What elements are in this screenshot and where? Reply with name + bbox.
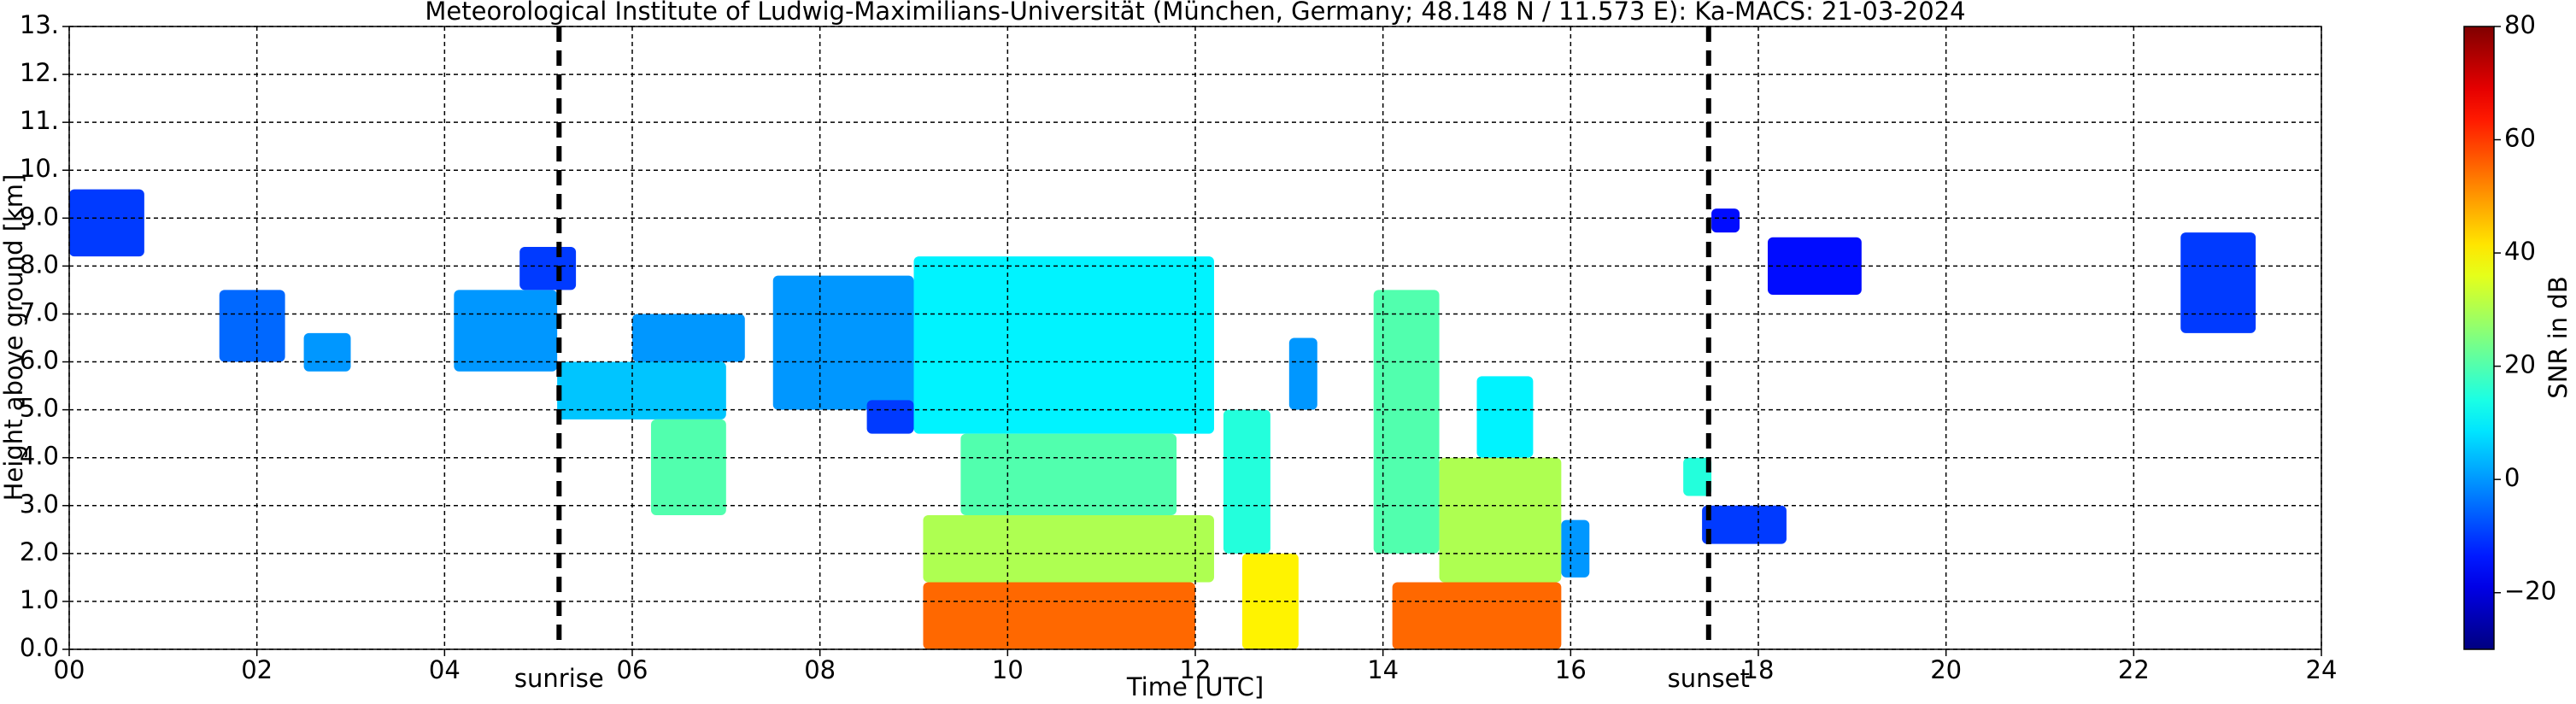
x-axis-label: Time [UTC] <box>1126 672 1264 701</box>
y-tick-label: 9.0 <box>20 202 59 231</box>
y-tick-label: 10. <box>20 154 59 183</box>
colorbar-tick-label: 40 <box>2504 237 2536 266</box>
y-tick-label: 5.0 <box>20 394 59 423</box>
x-tick-label: 04 <box>429 655 461 684</box>
y-tick-label: 8.0 <box>20 249 59 279</box>
echo-cell <box>1767 237 1862 296</box>
echo-cell <box>1561 519 1590 578</box>
echo-cell <box>69 189 144 257</box>
x-tick-label: 16 <box>1555 655 1587 684</box>
echo-cell <box>303 332 351 372</box>
echo-cell <box>923 582 1195 649</box>
x-tick-label: 10 <box>992 655 1024 684</box>
echo-cell <box>454 290 558 372</box>
echo-cell <box>866 400 914 434</box>
echo-cell <box>650 419 726 515</box>
x-tick-label: 20 <box>1930 655 1962 684</box>
echo-cell <box>219 290 285 362</box>
colorbar-tick-label: 60 <box>2504 124 2536 153</box>
echo-cell <box>1392 582 1562 649</box>
y-axis-label: Height above ground [km] <box>0 174 28 502</box>
x-tick-label: 00 <box>54 655 85 684</box>
colorbar-tick-label: −20 <box>2504 577 2556 606</box>
echo-cell <box>1439 457 1562 583</box>
colorbar <box>2463 26 2495 650</box>
y-tick-label: 0.0 <box>20 633 59 662</box>
annotation-label: sunrise <box>514 664 604 693</box>
y-tick-label: 12. <box>20 58 59 87</box>
y-tick-label: 13. <box>20 10 59 39</box>
colorbar-tick-label: 80 <box>2504 10 2536 39</box>
y-tick-label: 6.0 <box>20 346 59 375</box>
echo-cell <box>1476 376 1534 458</box>
echo-cell <box>913 256 1214 434</box>
colorbar-label: SNR in dB <box>2544 276 2573 398</box>
plot-frame <box>68 26 2322 650</box>
echo-cell <box>960 433 1177 515</box>
x-tick-label: 18 <box>1743 655 1775 684</box>
echo-cell <box>923 514 1214 583</box>
echo-cell <box>1223 409 1270 554</box>
y-tick-label: 2.0 <box>20 537 59 566</box>
x-tick-label: 14 <box>1367 655 1399 684</box>
echo-cell <box>1288 337 1317 410</box>
x-tick-label: 06 <box>617 655 648 684</box>
echo-cell <box>2180 232 2256 333</box>
y-tick-label: 3.0 <box>20 490 59 519</box>
chart-title: Meteorological Institute of Ludwig-Maxim… <box>425 0 1965 26</box>
echo-cell <box>1683 457 1712 496</box>
annotation-label: sunset <box>1668 664 1750 693</box>
echo-cell <box>1711 208 1740 233</box>
x-tick-label: 08 <box>804 655 836 684</box>
echo-cell <box>557 361 726 419</box>
y-tick-label: 1.0 <box>20 585 59 614</box>
echo-cell <box>1702 505 1787 544</box>
x-tick-label: 24 <box>2306 655 2338 684</box>
x-tick-label: 22 <box>2118 655 2150 684</box>
colorbar-tick-label: 20 <box>2504 350 2536 379</box>
x-tick-label: 12 <box>1180 655 1212 684</box>
y-tick-label: 7.0 <box>20 297 59 326</box>
echo-cell <box>772 275 914 410</box>
y-tick-label: 11. <box>20 106 59 135</box>
y-tick-label: 4.0 <box>20 442 59 471</box>
echo-cell <box>1373 290 1440 554</box>
echo-cell <box>519 246 577 290</box>
echo-cell <box>632 314 745 362</box>
colorbar-tick-label: 0 <box>2504 463 2520 492</box>
x-tick-label: 02 <box>241 655 273 684</box>
